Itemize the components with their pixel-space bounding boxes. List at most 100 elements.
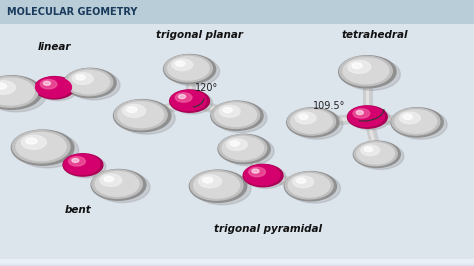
Circle shape [249,167,265,177]
Circle shape [164,55,212,82]
Circle shape [114,100,171,132]
Circle shape [222,136,274,166]
Bar [0,261,474,264]
Bar [0,260,474,263]
Bar [0,262,474,265]
Bar [0,262,474,265]
Circle shape [127,107,137,113]
Bar [0,261,474,265]
Circle shape [68,70,120,100]
Circle shape [400,112,420,124]
Circle shape [194,173,251,205]
Circle shape [295,112,316,124]
Bar [0,0,474,24]
Circle shape [285,172,333,199]
Bar [0,261,474,264]
Circle shape [246,166,286,188]
Circle shape [16,133,79,168]
Bar [0,260,474,263]
Circle shape [11,130,74,165]
Bar [0,262,474,265]
Circle shape [164,55,216,84]
Bar [0,262,474,265]
Circle shape [37,78,77,101]
Bar [0,262,474,266]
Circle shape [202,177,213,183]
Circle shape [352,63,362,69]
Circle shape [230,141,239,146]
Circle shape [0,83,7,89]
Bar [0,261,474,264]
Bar [0,261,474,264]
Circle shape [76,75,85,80]
Circle shape [69,157,85,166]
Circle shape [293,176,314,188]
Circle shape [343,58,401,90]
Circle shape [36,77,72,97]
Text: trigonal planar: trigonal planar [155,30,243,40]
Bar [0,262,474,265]
Bar [0,262,474,265]
Bar [0,260,474,264]
Circle shape [91,169,146,200]
Bar [0,261,474,264]
Bar [0,261,474,265]
Bar [0,261,474,265]
Bar [0,260,474,263]
Text: tetrahedral: tetrahedral [341,30,408,40]
Circle shape [391,108,443,137]
Bar [0,261,474,264]
Circle shape [190,171,243,200]
Circle shape [218,134,270,164]
Circle shape [227,139,247,151]
Bar [0,261,474,265]
Bar [0,263,474,266]
Circle shape [194,172,239,198]
Circle shape [219,106,240,117]
Bar [0,259,474,263]
Circle shape [348,106,384,127]
Bar [0,263,474,266]
Circle shape [0,81,16,94]
Circle shape [403,114,412,119]
Circle shape [350,107,390,130]
Bar [0,260,474,264]
Bar [0,260,474,263]
Bar [0,261,474,265]
Bar [0,262,474,265]
Bar [0,262,474,266]
Bar [0,260,474,264]
Bar [0,260,474,263]
Circle shape [173,92,212,114]
Circle shape [43,81,51,85]
Text: 109.5°: 109.5° [313,101,346,111]
Circle shape [66,155,106,178]
Bar [0,262,474,265]
Circle shape [68,70,109,94]
Circle shape [64,68,116,98]
Circle shape [395,110,437,133]
Circle shape [40,80,57,89]
Circle shape [347,106,387,128]
Circle shape [215,103,256,127]
Circle shape [16,132,66,161]
Bar [0,261,474,265]
Text: 120°: 120° [194,83,218,93]
Bar [0,261,474,264]
Bar [0,260,474,264]
Circle shape [291,110,343,139]
Text: bent: bent [65,205,91,215]
Circle shape [73,73,93,85]
Circle shape [35,77,74,99]
Circle shape [364,147,373,152]
Bar [0,260,474,264]
Circle shape [175,61,185,66]
Bar [0,261,474,264]
Circle shape [353,141,400,168]
Circle shape [296,178,306,183]
Bar [0,262,474,265]
Bar [0,261,474,265]
Text: linear: linear [38,41,71,52]
Bar [0,262,474,265]
Bar [0,260,474,263]
